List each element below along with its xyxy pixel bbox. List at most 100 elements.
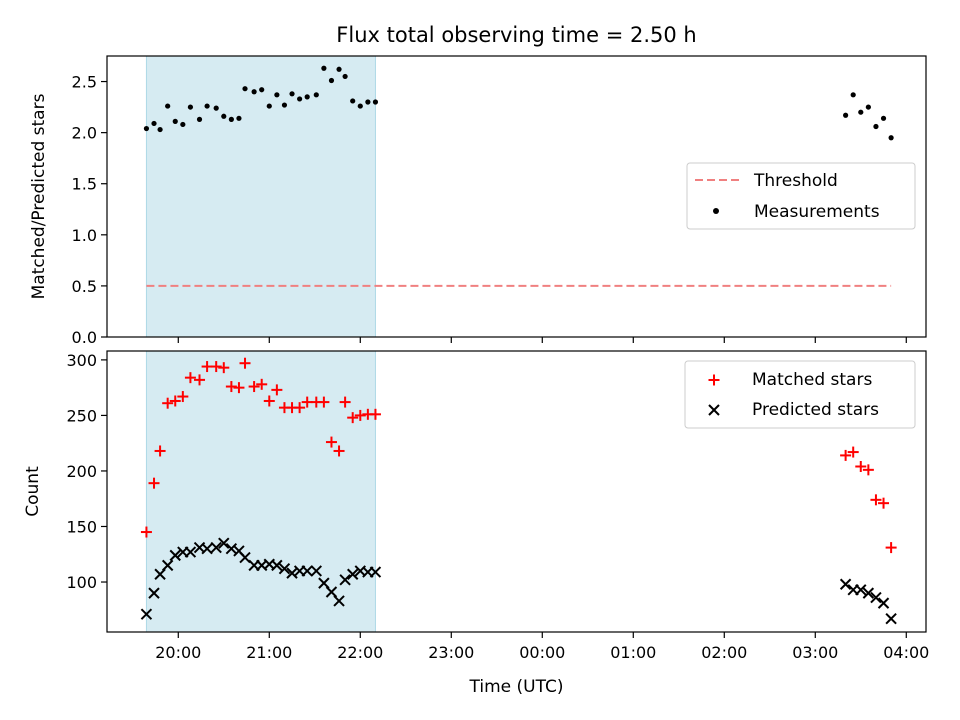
matched-star-point bbox=[333, 445, 345, 457]
predicted-star-point bbox=[333, 595, 345, 607]
measurement-point bbox=[342, 73, 348, 80]
top-y-tick-label: 0.5 bbox=[72, 277, 97, 296]
bottom-shaded-interval-layer bbox=[145, 350, 376, 633]
measurement-point bbox=[151, 120, 157, 127]
top-legend: Threshold Measurements bbox=[686, 162, 916, 230]
top-plot-frame bbox=[106, 55, 927, 338]
top-legend-box bbox=[686, 162, 916, 230]
top-legend-measurements-marker bbox=[713, 208, 719, 214]
measurement-point bbox=[281, 102, 288, 108]
measurement-point bbox=[880, 115, 887, 121]
measurement-point bbox=[187, 104, 194, 110]
predicted-star-point bbox=[184, 546, 197, 558]
predicted-star-point bbox=[140, 608, 153, 620]
matched-star-point bbox=[177, 391, 189, 403]
measurement-point bbox=[365, 99, 371, 105]
measurement-point bbox=[304, 94, 310, 100]
measurement-point bbox=[196, 116, 203, 122]
x-tick-label: 01:00 bbox=[610, 643, 656, 662]
top-data-layer bbox=[143, 65, 894, 287]
top-y-tick-label: 0.0 bbox=[72, 328, 97, 347]
bottom-y-tick-label: 250 bbox=[66, 406, 97, 425]
matched-star-point bbox=[885, 542, 897, 554]
bottom-legend-box bbox=[684, 360, 916, 429]
top-legend-label-threshold: Threshold bbox=[753, 171, 838, 191]
measurement-point bbox=[213, 105, 219, 111]
top-shaded-interval bbox=[145, 55, 376, 338]
matched-star-point bbox=[239, 357, 251, 369]
measurement-point bbox=[350, 98, 356, 104]
measurement-point bbox=[157, 126, 163, 133]
matched-star-point bbox=[233, 382, 245, 394]
measurement-point bbox=[259, 87, 265, 93]
matched-star-point bbox=[878, 497, 890, 509]
bottom-x-ticks: 20:00 21:00 22:00 23:00 00:00 01:00 02:00 03:00… bbox=[155, 632, 929, 662]
predicted-star-point bbox=[369, 566, 382, 578]
x-tick-label: 20:00 bbox=[155, 643, 201, 662]
legend-plus-marker bbox=[708, 374, 720, 386]
predicted-star-point bbox=[339, 574, 351, 586]
measurement-point bbox=[297, 96, 303, 102]
measurement-point bbox=[858, 109, 864, 115]
bottom-y-tick-label: 150 bbox=[66, 517, 97, 536]
measurement-point bbox=[266, 103, 272, 109]
bottom-legend-matched-marker bbox=[708, 374, 720, 386]
measurement-point bbox=[357, 103, 363, 109]
predicted-star-point bbox=[239, 551, 251, 564]
matched-star-point bbox=[840, 449, 852, 461]
x-tick-label: 04:00 bbox=[883, 643, 929, 662]
predicted-star-point bbox=[210, 541, 222, 554]
measurement-point bbox=[165, 103, 171, 109]
predicted-star-point bbox=[839, 578, 852, 590]
bottom-data-layer bbox=[140, 357, 897, 625]
predicted-star-point bbox=[161, 559, 174, 572]
predicted-star-point bbox=[201, 542, 213, 555]
matched-star-point bbox=[271, 384, 283, 396]
bottom-legend-label-matched: Matched stars bbox=[752, 370, 872, 390]
top-legend-label-measurements: Measurements bbox=[754, 202, 880, 222]
predicted-star-point bbox=[885, 612, 897, 625]
x-tick-label: 23:00 bbox=[428, 643, 474, 662]
measurement-point bbox=[843, 112, 849, 118]
matched-star-point bbox=[256, 378, 268, 390]
matched-star-point bbox=[184, 372, 196, 384]
top-y-tick-label: 2.0 bbox=[72, 124, 97, 143]
measurement-point bbox=[321, 65, 327, 71]
x-tick-label: 02:00 bbox=[701, 643, 747, 662]
x-tick-label: 03:00 bbox=[792, 643, 838, 662]
matched-star-point bbox=[154, 445, 166, 457]
top-shaded-interval-layer bbox=[145, 55, 376, 338]
bottom-legend-predicted-marker bbox=[708, 404, 720, 416]
matched-star-point bbox=[855, 461, 867, 473]
matched-star-point bbox=[218, 362, 230, 374]
measurement-point bbox=[850, 92, 856, 98]
matched-star-point bbox=[847, 446, 859, 458]
predicted-star-point bbox=[271, 559, 283, 572]
bottom-legend-label-predicted: Predicted stars bbox=[752, 400, 879, 420]
bottom-y-tick-label: 300 bbox=[66, 351, 97, 370]
top-y-ticks: 0.0 0.5 1.0 1.5 2.0 2.5 bbox=[72, 73, 107, 347]
matched-star-point bbox=[225, 381, 237, 393]
predicted-star-point bbox=[148, 587, 160, 599]
matched-star-point bbox=[369, 408, 381, 420]
predicted-star-point bbox=[862, 587, 875, 599]
predicted-star-point bbox=[855, 584, 867, 596]
matched-star-point bbox=[318, 396, 330, 408]
matched-star-point bbox=[862, 464, 874, 476]
legend-x-marker bbox=[708, 404, 720, 416]
top-y-tick-label: 1.0 bbox=[72, 226, 97, 245]
measurement-point bbox=[328, 77, 335, 84]
predicted-star-point bbox=[870, 591, 882, 604]
matched-star-point bbox=[263, 395, 275, 407]
predicted-star-point bbox=[169, 549, 181, 562]
measurement-point bbox=[336, 66, 342, 72]
measurement-point bbox=[143, 125, 150, 132]
measurement-point bbox=[180, 121, 186, 128]
measurement-point bbox=[228, 116, 234, 122]
x-tick-label: 00:00 bbox=[519, 643, 565, 662]
top-x-ticks bbox=[177, 337, 907, 343]
measurement-point bbox=[313, 92, 319, 98]
measurement-point bbox=[372, 99, 379, 105]
measurement-point bbox=[888, 135, 894, 141]
measurement-point bbox=[204, 103, 210, 109]
